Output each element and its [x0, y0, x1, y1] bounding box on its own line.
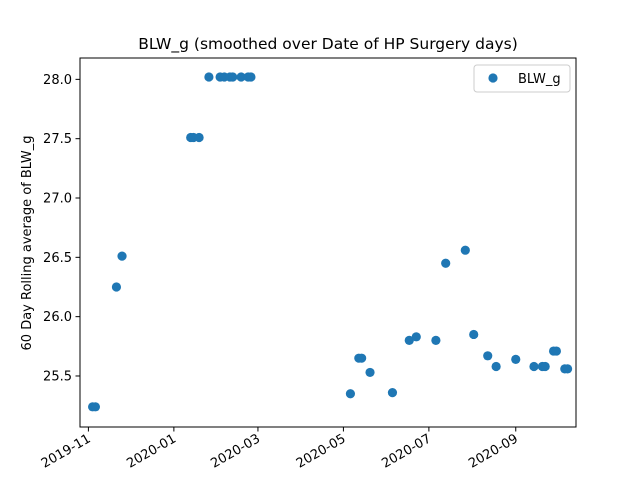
data-point — [404, 335, 414, 345]
data-point — [345, 389, 356, 399]
legend: BLW_g — [473, 64, 571, 93]
data-point — [228, 72, 238, 82]
data-point — [194, 132, 204, 143]
data-point — [431, 335, 441, 345]
data-point — [411, 332, 421, 342]
data-point — [236, 72, 246, 82]
legend-marker — [488, 73, 498, 83]
data-point — [469, 329, 479, 340]
y-axis-label: 60 Day Rolling average of BLW_g — [20, 136, 35, 351]
plot-area-frame — [79, 57, 577, 428]
data-point — [90, 402, 101, 412]
data-point — [246, 72, 256, 82]
data-point — [387, 387, 398, 398]
data-point — [529, 361, 539, 372]
data-point — [365, 367, 375, 378]
legend-box — [473, 64, 571, 93]
data-point — [111, 282, 122, 292]
y-tick-label: 27.0 — [43, 192, 72, 207]
chart-title: BLW_g (smoothed over Date of HP Surgery … — [138, 35, 518, 54]
legend-label: BLW_g — [518, 72, 561, 87]
data-point — [562, 364, 573, 374]
y-tick-label: 26.5 — [43, 251, 72, 266]
y-tick-label: 26.0 — [43, 310, 72, 325]
data-point — [540, 361, 550, 372]
data-point — [483, 351, 493, 361]
data-point — [460, 245, 470, 255]
y-axis: 25.5 26.0 26.5 27.0 27.5 28.0 — [43, 73, 80, 384]
y-tick-label: 28.0 — [43, 73, 72, 88]
y-tick-label: 27.5 — [43, 132, 72, 147]
data-point — [551, 346, 561, 356]
y-tick-label: 25.5 — [43, 369, 72, 384]
data-point — [117, 251, 127, 261]
data-point — [441, 258, 451, 268]
data-point — [204, 72, 214, 82]
data-point — [511, 354, 521, 364]
data-point — [491, 361, 501, 372]
data-points — [88, 72, 573, 412]
data-point — [357, 353, 367, 363]
